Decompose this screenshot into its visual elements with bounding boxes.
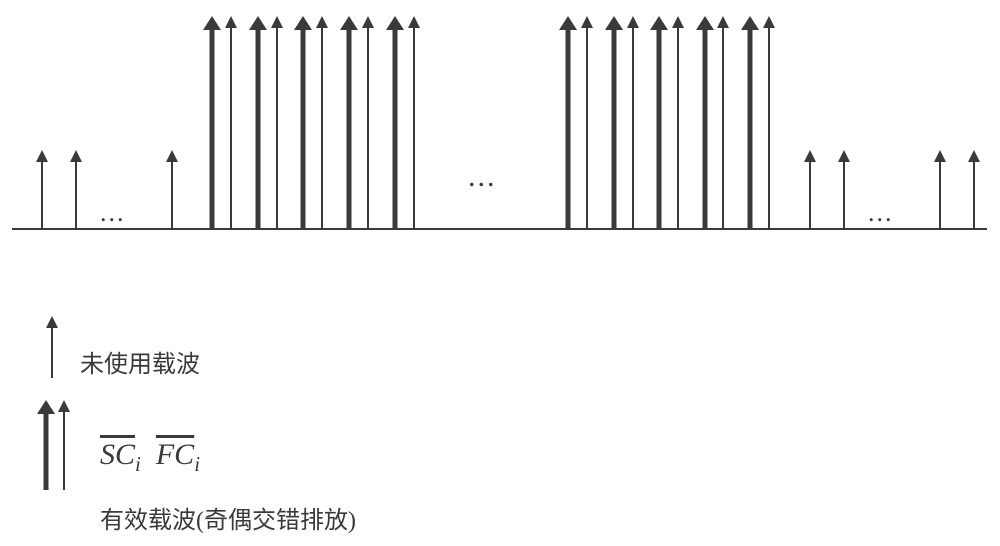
arrow-tall_thick: [293, 16, 313, 228]
legend-unused-label: 未使用载波: [80, 344, 200, 379]
arrow-tall_thick: [385, 16, 405, 228]
arrow-short_thin: [834, 150, 854, 228]
arrow-tall_thick: [202, 16, 222, 228]
arrow-legend_short: [42, 316, 62, 378]
arrow-tall_thin: [759, 16, 779, 228]
arrow-legend_tall_thin: [54, 400, 74, 490]
arrow-tall_thick: [649, 16, 669, 228]
arrow-tall_thick: [558, 16, 578, 228]
arrow-tall_thin: [713, 16, 733, 228]
arrow-short_thin: [800, 150, 820, 228]
arrow-tall_thick: [339, 16, 359, 228]
baseline: [12, 228, 987, 230]
arrow-legend_tall_thick: [36, 400, 56, 490]
ellipsis: ...: [468, 160, 497, 194]
arrow-tall_thin: [668, 16, 688, 228]
arrow-tall_thick: [740, 16, 760, 228]
legend-active-formula: SCi FCi: [100, 438, 200, 477]
arrow-short_thin: [964, 150, 984, 228]
arrow-tall_thick: [695, 16, 715, 228]
arrow-tall_thin: [358, 16, 378, 228]
arrow-short_thin: [162, 150, 182, 228]
arrow-short_thin: [32, 150, 52, 228]
arrow-tall_thin: [267, 16, 287, 228]
legend-active-label: 有效载波(奇偶交错排放): [100, 500, 356, 535]
arrow-short_thin: [930, 150, 950, 228]
arrow-tall_thin: [312, 16, 332, 228]
arrow-short_thin: [66, 150, 86, 228]
arrow-tall_thin: [623, 16, 643, 228]
arrow-tall_thick: [248, 16, 268, 228]
arrow-tall_thin: [577, 16, 597, 228]
arrow-tall_thin: [221, 16, 241, 228]
arrow-tall_thick: [604, 16, 624, 228]
arrow-tall_thin: [404, 16, 424, 228]
ellipsis: ...: [100, 198, 126, 228]
ellipsis: ...: [868, 198, 894, 228]
